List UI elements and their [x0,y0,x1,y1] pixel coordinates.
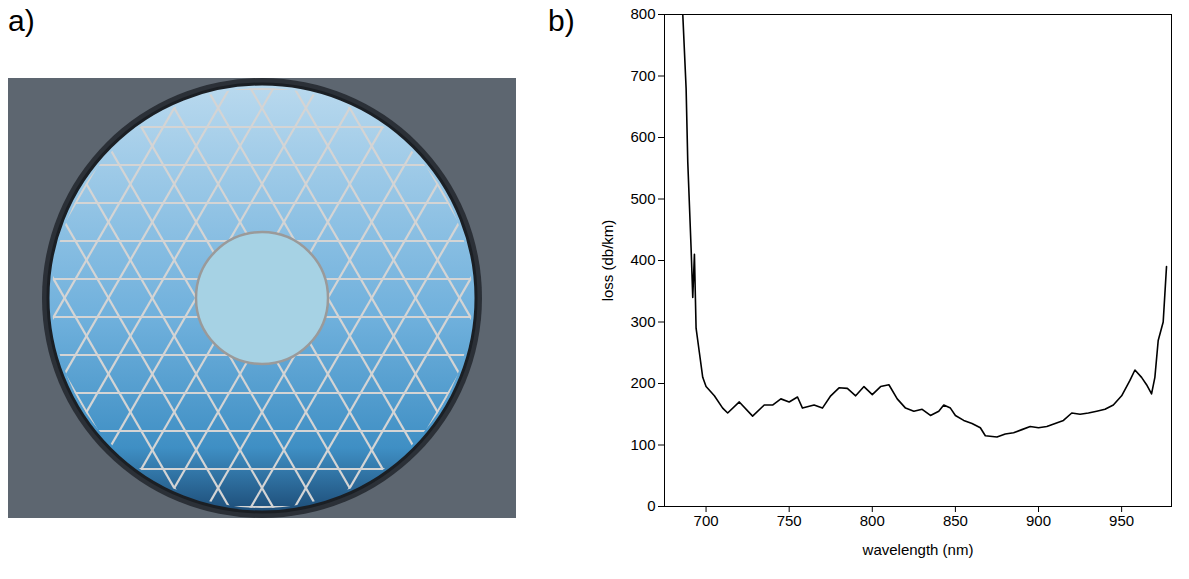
svg-text:700: 700 [694,512,719,529]
svg-text:0: 0 [647,497,655,514]
svg-text:800: 800 [860,512,885,529]
svg-text:300: 300 [630,313,655,330]
svg-text:850: 850 [943,512,968,529]
svg-text:500: 500 [630,190,655,207]
svg-text:600: 600 [630,128,655,145]
svg-text:800: 800 [630,5,655,22]
svg-text:400: 400 [630,251,655,268]
svg-text:loss (db/km): loss (db/km) [599,220,616,302]
svg-text:950: 950 [1109,512,1134,529]
html-text:a): a) [8,4,35,37]
svg-text:200: 200 [630,374,655,391]
svg-text:700: 700 [630,67,655,84]
svg-text:wavelength (nm): wavelength (nm) [862,541,974,558]
svg-text:100: 100 [630,436,655,453]
svg-text:750: 750 [777,512,802,529]
html-text:b): b) [548,4,575,37]
svg-text:900: 900 [1026,512,1051,529]
